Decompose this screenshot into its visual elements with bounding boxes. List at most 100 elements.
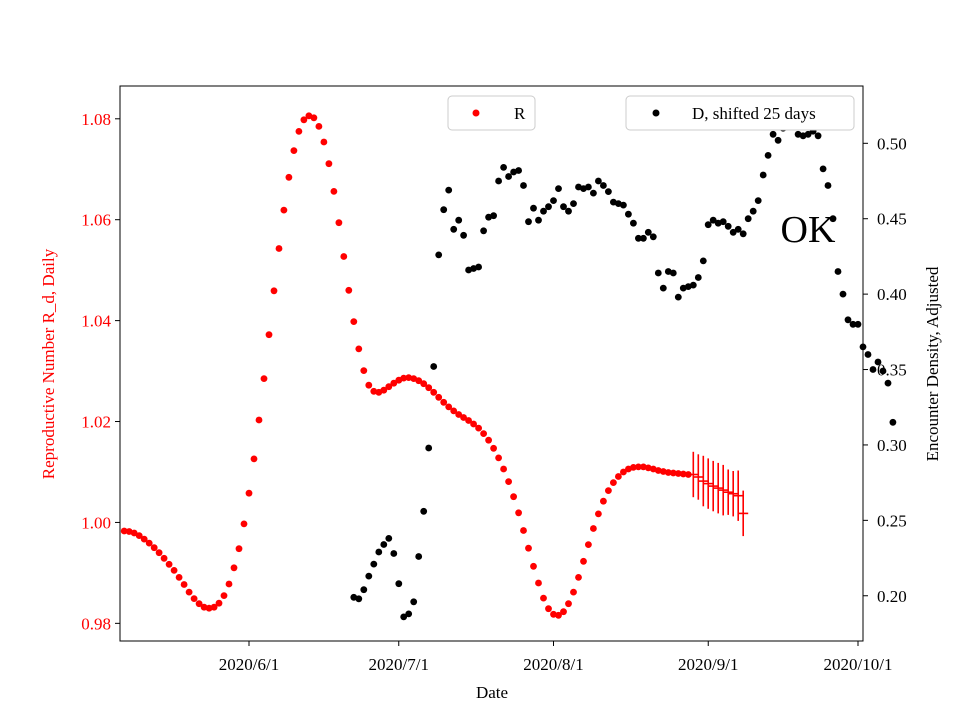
r-point — [225, 580, 233, 588]
d-point — [500, 164, 507, 171]
d-point — [540, 207, 547, 215]
r-point — [585, 541, 592, 548]
y-right-tick-label: 0.45 — [877, 210, 907, 229]
r-point — [235, 545, 243, 553]
d-point — [530, 204, 537, 212]
d-point — [774, 136, 782, 144]
r-point — [325, 160, 333, 168]
r-point — [580, 557, 587, 565]
r-point — [450, 407, 458, 415]
d-point — [370, 560, 378, 568]
r-point — [430, 388, 438, 396]
d-point — [420, 507, 428, 515]
r-point — [415, 377, 423, 385]
y-right-tick-label: 0.30 — [877, 436, 907, 455]
r-point — [275, 245, 283, 252]
y-left-tick-label: 1.00 — [81, 513, 111, 532]
d-point — [440, 206, 448, 214]
d-point — [620, 201, 627, 209]
r-error-bars — [688, 451, 749, 537]
d-point — [640, 234, 647, 242]
r-point — [620, 468, 627, 476]
r-point — [250, 455, 258, 463]
r-point — [575, 574, 582, 581]
r-point — [615, 473, 622, 480]
r-point — [315, 123, 323, 130]
r-point — [490, 444, 497, 452]
d-point — [834, 268, 842, 275]
r-point — [510, 493, 517, 501]
r-point — [570, 588, 577, 596]
y-left-tick-label: 1.06 — [81, 211, 111, 230]
d-point — [849, 320, 857, 328]
legend-r-box — [447, 95, 536, 131]
d-point — [365, 572, 373, 580]
r-point — [545, 605, 552, 613]
r-point — [425, 384, 433, 392]
d-series — [350, 108, 897, 621]
y-left-tick-label: 1.08 — [81, 110, 111, 129]
d-point — [545, 203, 552, 211]
r-point — [165, 560, 173, 568]
d-point — [445, 186, 453, 194]
r-point — [669, 469, 677, 477]
d-point — [600, 182, 607, 189]
d-point — [360, 586, 368, 594]
d-point — [739, 230, 747, 238]
d-point — [515, 167, 522, 174]
r-point — [674, 470, 682, 477]
r-point — [180, 581, 188, 588]
d-point — [699, 257, 707, 265]
y-left-tick-label: 0.98 — [81, 614, 111, 633]
d-point — [560, 203, 567, 211]
r-point — [595, 510, 602, 518]
d-point — [505, 173, 512, 180]
r-point — [260, 375, 268, 382]
r-point — [565, 600, 572, 608]
r-point — [505, 478, 512, 485]
d-point — [630, 219, 637, 227]
x-axis-label: Date — [476, 683, 508, 702]
x-tick-label: 2020/9/1 — [678, 655, 738, 674]
d-point — [625, 210, 632, 218]
r-point — [230, 564, 238, 572]
d-point — [390, 550, 398, 557]
d-point — [729, 228, 737, 236]
d-point — [570, 200, 577, 208]
d-point — [415, 553, 423, 560]
r-point — [170, 567, 178, 574]
d-point — [854, 320, 862, 328]
r-point — [285, 173, 293, 181]
r-point — [465, 417, 472, 424]
legend-r-label: R — [514, 104, 526, 123]
d-point — [375, 548, 383, 556]
r-point — [460, 414, 467, 421]
r-point — [455, 411, 463, 418]
y-axis-right-label: Encounter Density, Adjusted — [923, 266, 942, 461]
d-point — [395, 580, 403, 588]
r-point — [355, 345, 363, 353]
d-point — [759, 171, 767, 179]
x-tick-label: 2020/8/1 — [523, 655, 583, 674]
r-point — [540, 594, 547, 602]
d-point — [764, 152, 772, 159]
r-point — [495, 454, 502, 462]
r-point — [485, 436, 492, 444]
d-point — [405, 610, 413, 618]
d-point — [555, 185, 562, 193]
r-point — [295, 127, 303, 135]
r-point — [605, 487, 612, 494]
legend-d-box — [625, 95, 855, 131]
d-point — [744, 215, 752, 223]
d-point — [734, 225, 742, 233]
d-point — [410, 598, 418, 606]
x-tick-label: 2020/6/1 — [219, 655, 279, 674]
d-point — [490, 212, 497, 220]
d-point — [460, 231, 467, 239]
r-point — [535, 579, 542, 587]
r-point — [610, 479, 617, 486]
r-point — [600, 497, 607, 505]
y-right-tick-label: 0.25 — [877, 511, 907, 530]
d-point — [455, 216, 463, 224]
